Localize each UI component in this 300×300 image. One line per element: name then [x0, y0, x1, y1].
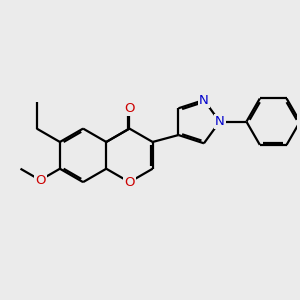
Text: N: N [215, 115, 224, 128]
Text: O: O [35, 174, 45, 187]
Text: O: O [124, 176, 135, 189]
Text: O: O [124, 102, 135, 115]
Text: N: N [199, 94, 209, 106]
